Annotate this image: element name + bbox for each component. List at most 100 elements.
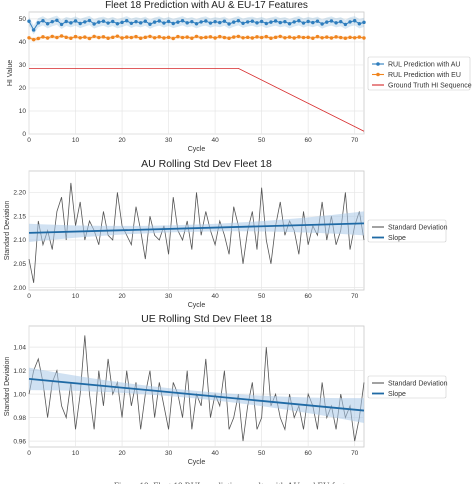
data-point — [73, 34, 78, 39]
data-point — [194, 34, 199, 39]
data-point — [329, 19, 334, 23]
data-point — [50, 34, 54, 39]
data-point — [115, 22, 120, 26]
data-point — [69, 21, 73, 25]
chart-panel-3: 0 10 20 30 40 50 60 70 0.96 0.98 1.00 1.02 1.04 UE Ro… — [4, 313, 448, 466]
legend-entry: Standard Deviation — [388, 380, 448, 387]
data-point — [352, 36, 357, 40]
x-tick-label: 70 — [351, 450, 359, 457]
data-point — [194, 22, 199, 26]
data-point — [232, 35, 236, 39]
data-point — [362, 36, 366, 40]
data-point — [27, 36, 31, 40]
series-ground-truth-hi-sequence — [29, 67, 365, 132]
legend-box — [367, 56, 471, 91]
data-point — [31, 37, 36, 42]
data-point — [87, 18, 92, 23]
y-tick-label: 2.10 — [13, 237, 26, 244]
data-point — [31, 28, 36, 32]
data-point — [325, 35, 329, 39]
data-point — [41, 19, 45, 23]
data-point — [73, 19, 78, 23]
data-point — [232, 20, 236, 24]
data-point — [162, 36, 166, 40]
legend-box — [367, 219, 447, 243]
data-point — [176, 20, 180, 24]
y-tick-label: 2.05 — [13, 261, 26, 268]
data-point — [218, 34, 222, 39]
data-point — [255, 35, 259, 39]
data-point — [339, 19, 343, 24]
x-tick-label: 30 — [165, 137, 173, 144]
data-point — [311, 36, 315, 40]
x-axis-label: Cycle — [188, 302, 206, 309]
data-point — [278, 20, 282, 25]
data-point — [115, 34, 120, 38]
data-point — [55, 35, 59, 40]
data-point — [199, 36, 203, 40]
data-point — [297, 19, 301, 23]
data-point — [273, 19, 278, 23]
data-point — [297, 35, 301, 39]
x-axis-label: Cycle — [188, 459, 206, 466]
data-point — [329, 36, 334, 40]
data-point — [180, 19, 185, 23]
data-point — [348, 35, 352, 40]
data-point — [348, 20, 352, 24]
data-point — [245, 20, 250, 24]
data-point — [227, 36, 231, 40]
data-point — [269, 36, 273, 40]
data-point — [241, 21, 245, 25]
series-rul-prediction-with-eu — [27, 34, 366, 42]
data-point — [111, 19, 115, 24]
data-point — [134, 19, 138, 24]
data-point — [148, 34, 152, 39]
data-point — [185, 35, 189, 39]
chart-title: Fleet 18 Prediction with AU & EU-17 Feat… — [105, 0, 308, 11]
x-tick-label: 40 — [211, 137, 219, 144]
data-point — [59, 22, 64, 27]
data-point — [78, 36, 82, 40]
data-point — [83, 35, 87, 39]
data-point — [259, 19, 264, 24]
data-point — [255, 21, 259, 25]
y-tick-label: 2.15 — [13, 213, 26, 220]
data-point — [287, 22, 292, 26]
data-point — [250, 36, 255, 40]
data-point — [134, 34, 138, 39]
series-slope — [28, 367, 365, 424]
data-point — [143, 35, 148, 40]
data-point — [222, 35, 227, 40]
legend: Standard Deviation Slope — [367, 375, 448, 399]
x-tick-label: 60 — [305, 293, 313, 300]
data-point — [278, 34, 282, 39]
data-point — [357, 22, 362, 26]
data-point — [273, 35, 278, 40]
legend: RUL Prediction with AU RUL Prediction wit… — [367, 56, 472, 91]
data-point — [325, 20, 329, 24]
data-point — [152, 20, 157, 24]
series-line — [28, 377, 365, 412]
data-point — [27, 19, 31, 23]
x-tick-label: 50 — [258, 293, 266, 300]
series-line — [28, 222, 365, 234]
data-point — [306, 19, 310, 24]
x-tick-label: 10 — [72, 137, 80, 144]
x-axis-label: Cycle — [188, 146, 206, 153]
data-point — [41, 35, 45, 39]
x-tick-label: 40 — [211, 450, 219, 457]
data-point — [129, 35, 134, 40]
data-point — [45, 22, 50, 26]
data-point — [92, 22, 96, 26]
data-point — [125, 35, 129, 39]
data-point — [106, 21, 110, 25]
data-point — [171, 21, 175, 26]
data-point — [259, 35, 264, 40]
data-point — [320, 36, 324, 40]
data-point — [111, 35, 115, 40]
data-point — [97, 20, 101, 24]
y-tick-label: 30 — [19, 62, 27, 69]
data-point — [306, 35, 310, 40]
data-point — [204, 35, 208, 40]
data-point — [92, 34, 96, 39]
